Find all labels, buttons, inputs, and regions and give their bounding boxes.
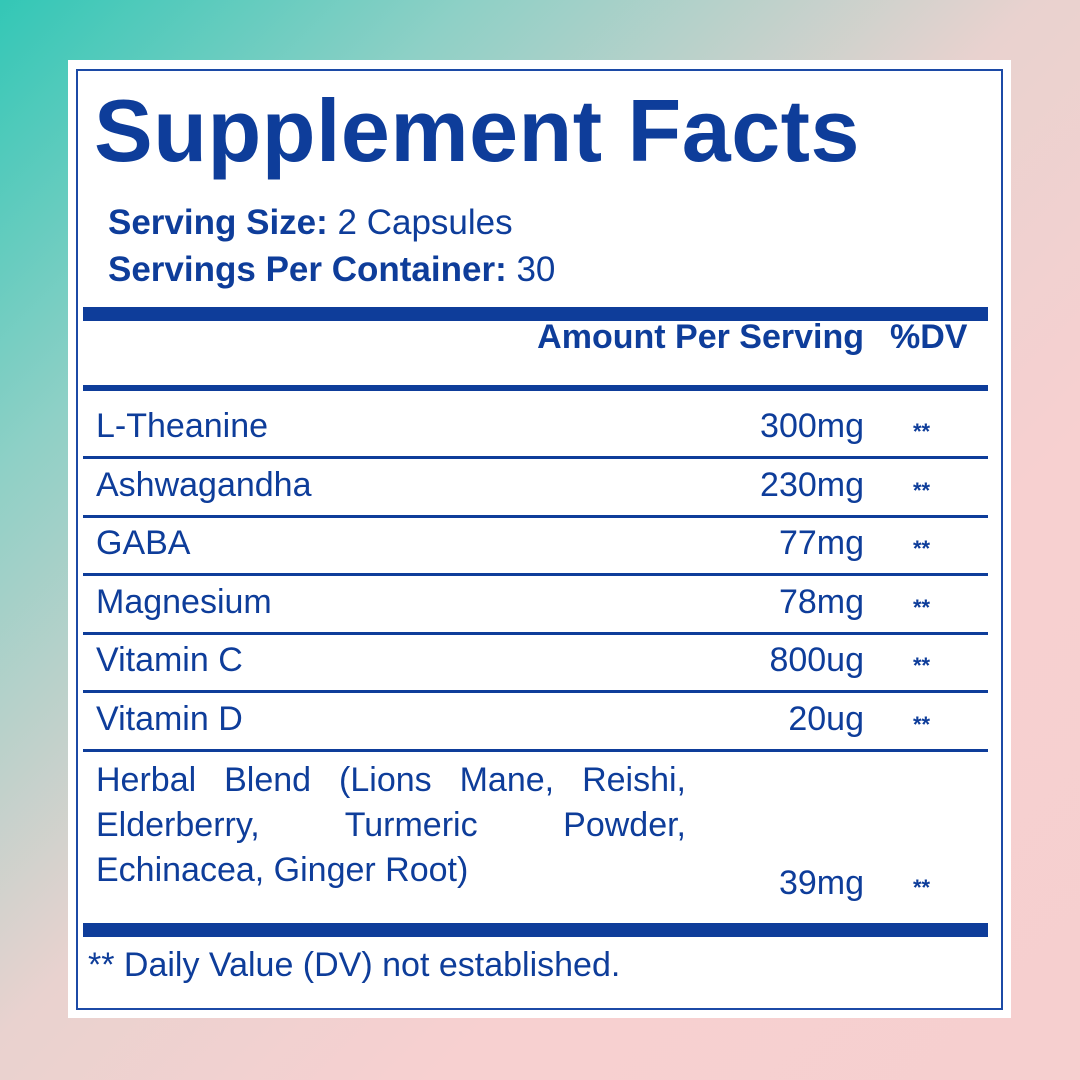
row-name: L-Theanine: [96, 407, 269, 445]
row-dv: **: [913, 594, 931, 620]
row-dv: **: [913, 477, 931, 503]
row-name: Vitamin C: [96, 641, 243, 679]
blend-dv: **: [913, 875, 931, 900]
blend-name: Herbal Blend (Lions Mane, Reishi, Elderb…: [96, 761, 686, 889]
label-title: Supplement Facts: [94, 81, 860, 180]
row-dv: **: [913, 653, 931, 678]
row-divider: [83, 514, 988, 518]
row-divider: [83, 573, 988, 576]
supplement-facts-label: Supplement Facts Serving Size: 2 Capsule…: [68, 60, 1011, 1018]
thick-divider: [83, 307, 988, 321]
row-divider: [83, 456, 988, 459]
row-amount: 78mg: [778, 582, 864, 621]
blend-amount: 39mg: [778, 864, 864, 902]
thick-divider-bottom: [83, 923, 988, 937]
row-divider: [83, 690, 988, 693]
header-dv: %DV: [890, 318, 968, 356]
servings-per-container: Servings Per Container: 30: [108, 250, 555, 290]
row-name: Magnesium: [96, 582, 272, 621]
row-name: Vitamin D: [96, 699, 243, 738]
row-dv: **: [913, 536, 931, 561]
row-dv: **: [913, 419, 931, 444]
row-amount: 800ug: [769, 641, 864, 679]
row-amount: 230mg: [760, 465, 864, 504]
serving-size-value: 2 Capsules: [337, 203, 513, 242]
label-border: [76, 69, 1003, 1010]
header-amount: Amount Per Serving: [537, 318, 864, 356]
row-amount: 77mg: [778, 524, 864, 562]
servings-per-container-label: Servings Per Container:: [108, 250, 507, 289]
row-amount: 300mg: [760, 407, 864, 445]
servings-per-container-value: 30: [516, 250, 556, 289]
footnote: ** Daily Value (DV) not established.: [88, 946, 621, 984]
row-divider: [83, 748, 988, 752]
row-name: GABA: [96, 524, 191, 562]
serving-size: Serving Size: 2 Capsules: [108, 203, 513, 243]
row-divider: [83, 631, 988, 635]
serving-size-label: Serving Size:: [108, 203, 328, 242]
row-dv: **: [913, 711, 931, 737]
row-name: Ashwagandha: [96, 465, 312, 504]
header-divider: [83, 385, 988, 391]
row-amount: 20ug: [788, 699, 864, 738]
